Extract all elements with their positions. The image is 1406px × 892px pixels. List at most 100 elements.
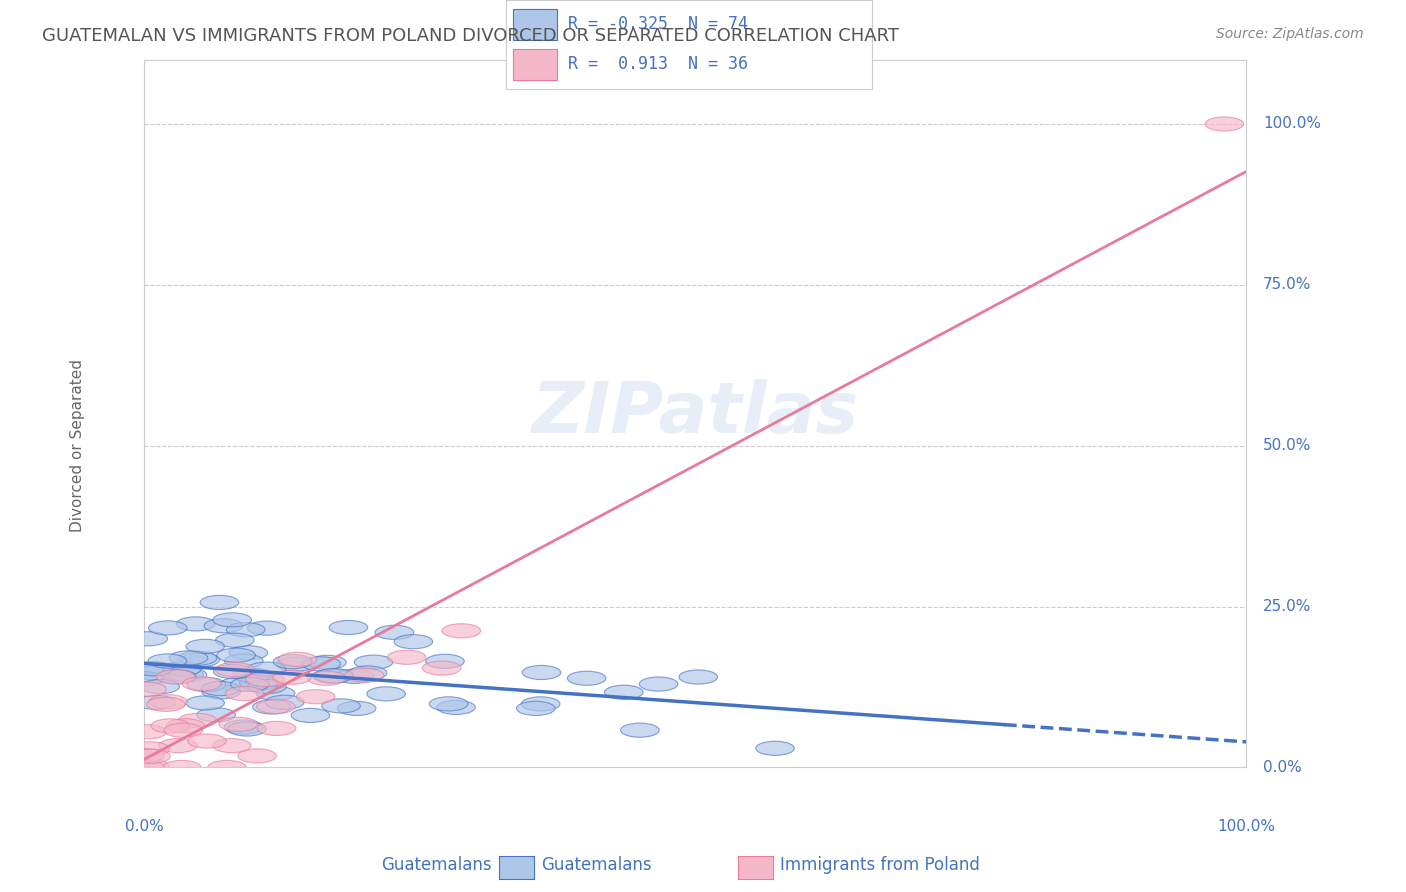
Ellipse shape [312, 669, 352, 683]
Ellipse shape [329, 621, 368, 634]
Ellipse shape [232, 668, 271, 682]
Ellipse shape [134, 662, 173, 676]
Ellipse shape [278, 652, 316, 666]
Ellipse shape [131, 742, 169, 756]
Ellipse shape [256, 699, 295, 714]
Ellipse shape [163, 662, 201, 676]
Ellipse shape [215, 633, 254, 648]
Ellipse shape [221, 677, 259, 691]
Ellipse shape [131, 759, 169, 773]
Ellipse shape [679, 670, 717, 684]
Ellipse shape [335, 669, 374, 683]
Ellipse shape [756, 741, 794, 756]
Ellipse shape [253, 700, 291, 714]
Text: 0.0%: 0.0% [125, 819, 163, 834]
Ellipse shape [212, 739, 252, 753]
Ellipse shape [146, 698, 186, 711]
Bar [513, 49, 557, 80]
Text: 75.0%: 75.0% [1263, 277, 1312, 293]
Ellipse shape [277, 657, 315, 672]
Ellipse shape [166, 719, 204, 733]
Text: 0.0%: 0.0% [1263, 760, 1302, 775]
Ellipse shape [522, 697, 560, 711]
Ellipse shape [132, 749, 170, 764]
Ellipse shape [129, 632, 167, 646]
Text: 100.0%: 100.0% [1218, 819, 1275, 834]
Ellipse shape [238, 748, 277, 763]
Text: 25.0%: 25.0% [1263, 599, 1312, 614]
Ellipse shape [214, 665, 252, 679]
Ellipse shape [302, 657, 340, 671]
Ellipse shape [125, 760, 165, 774]
Ellipse shape [125, 672, 163, 686]
Ellipse shape [225, 720, 263, 734]
Ellipse shape [522, 665, 561, 680]
Ellipse shape [247, 621, 285, 635]
Ellipse shape [441, 624, 481, 638]
Text: 100.0%: 100.0% [1263, 117, 1320, 131]
Ellipse shape [215, 663, 254, 677]
Ellipse shape [236, 669, 276, 683]
Ellipse shape [337, 701, 375, 715]
Ellipse shape [349, 665, 387, 680]
Ellipse shape [308, 656, 346, 670]
Text: R = -0.325  N = 74: R = -0.325 N = 74 [568, 15, 748, 33]
Ellipse shape [422, 661, 461, 675]
Ellipse shape [388, 650, 426, 665]
Ellipse shape [202, 685, 240, 699]
Ellipse shape [247, 662, 285, 676]
Ellipse shape [204, 619, 243, 632]
Ellipse shape [367, 687, 405, 701]
Text: GUATEMALAN VS IMMIGRANTS FROM POLAND DIVORCED OR SEPARATED CORRELATION CHART: GUATEMALAN VS IMMIGRANTS FROM POLAND DIV… [42, 27, 900, 45]
Ellipse shape [208, 760, 246, 774]
Ellipse shape [165, 667, 202, 681]
Ellipse shape [201, 681, 240, 696]
Ellipse shape [231, 677, 269, 691]
Ellipse shape [200, 595, 239, 609]
Ellipse shape [169, 651, 208, 665]
Ellipse shape [640, 677, 678, 691]
Ellipse shape [156, 670, 194, 684]
Ellipse shape [315, 669, 353, 682]
Ellipse shape [138, 696, 176, 709]
Ellipse shape [179, 651, 217, 665]
Ellipse shape [183, 677, 221, 690]
Ellipse shape [128, 682, 166, 697]
Ellipse shape [186, 696, 225, 710]
Ellipse shape [240, 676, 278, 690]
Ellipse shape [429, 697, 468, 711]
Ellipse shape [169, 668, 207, 681]
Ellipse shape [219, 717, 257, 731]
Ellipse shape [620, 723, 659, 738]
Bar [513, 9, 557, 40]
Ellipse shape [165, 723, 202, 738]
Ellipse shape [516, 701, 555, 715]
Ellipse shape [426, 654, 464, 668]
Ellipse shape [239, 675, 278, 690]
Ellipse shape [149, 695, 187, 709]
Text: R =  0.913  N = 36: R = 0.913 N = 36 [568, 55, 748, 73]
Text: ZIPatlas: ZIPatlas [531, 379, 859, 448]
Ellipse shape [344, 668, 384, 682]
Ellipse shape [186, 640, 225, 654]
Text: Guatemalans: Guatemalans [541, 856, 652, 874]
Ellipse shape [212, 613, 252, 627]
Ellipse shape [247, 680, 287, 694]
Ellipse shape [375, 625, 413, 640]
Text: Source: ZipAtlas.com: Source: ZipAtlas.com [1216, 27, 1364, 41]
Ellipse shape [308, 671, 346, 685]
Text: 50.0%: 50.0% [1263, 438, 1312, 453]
Ellipse shape [354, 655, 392, 669]
Ellipse shape [273, 655, 312, 669]
Ellipse shape [138, 663, 177, 677]
Ellipse shape [228, 722, 266, 736]
Ellipse shape [128, 724, 166, 739]
Ellipse shape [226, 623, 264, 637]
Ellipse shape [187, 734, 226, 748]
Ellipse shape [136, 666, 174, 680]
Ellipse shape [159, 739, 197, 753]
Ellipse shape [150, 719, 190, 733]
Ellipse shape [141, 680, 180, 694]
Ellipse shape [163, 760, 201, 774]
Ellipse shape [179, 714, 217, 728]
